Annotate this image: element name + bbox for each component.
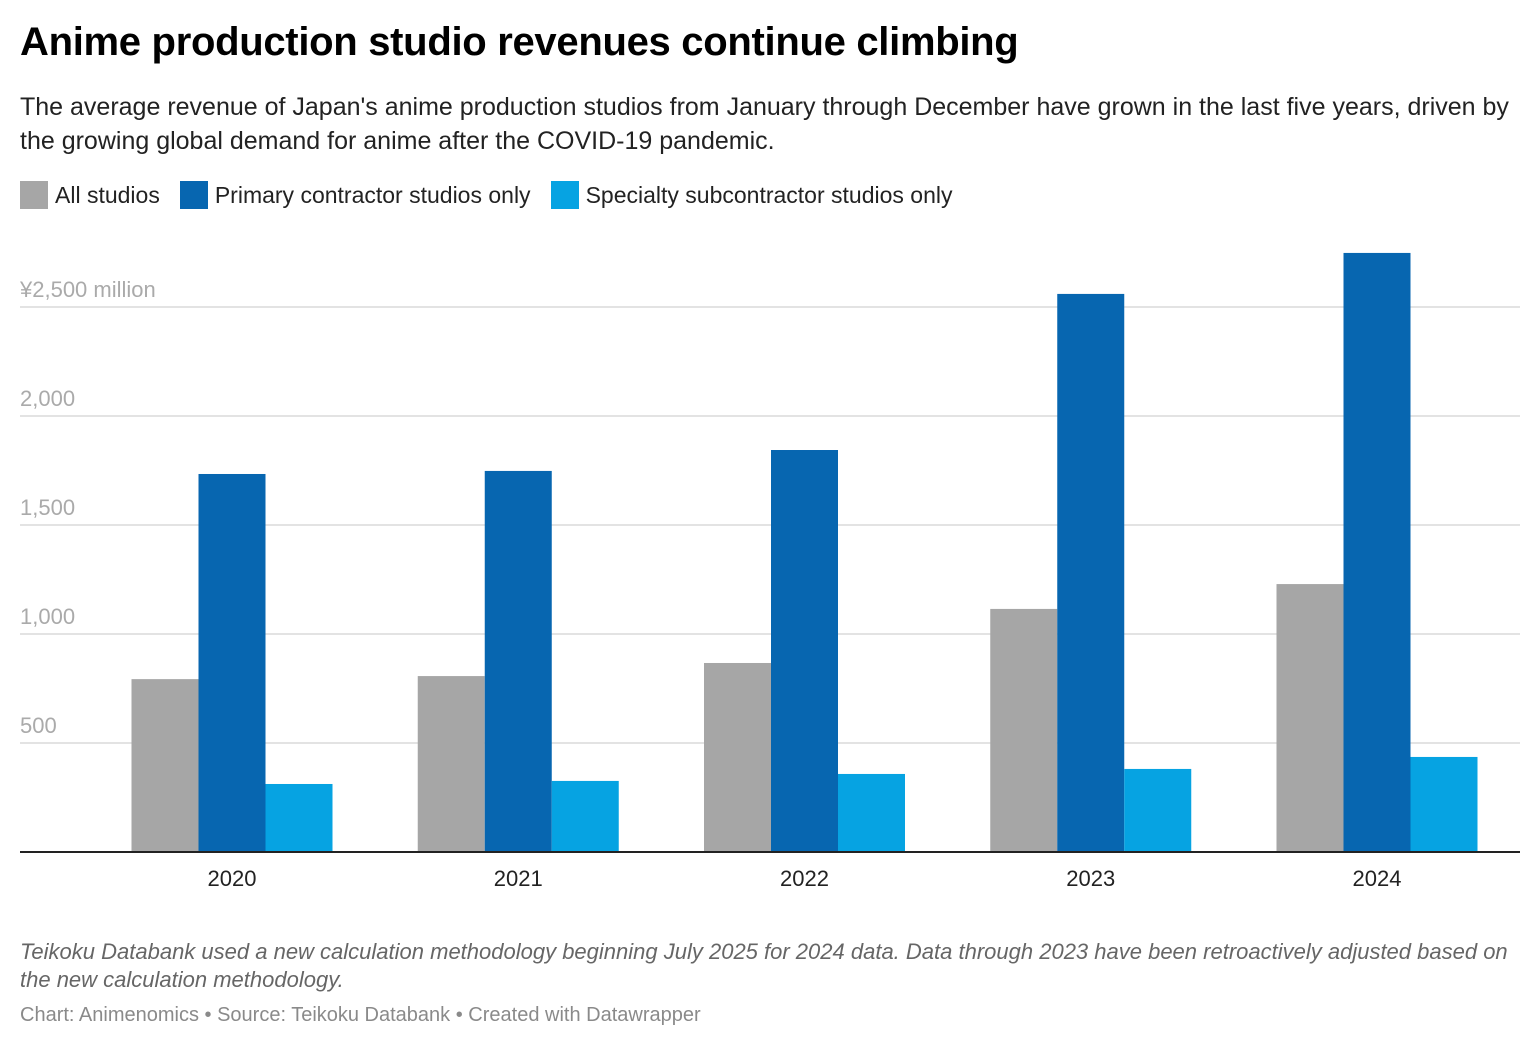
legend-label: All studios xyxy=(55,181,160,208)
bar-2021-0 xyxy=(417,676,485,852)
bar-2020-0 xyxy=(131,679,199,852)
bar-2022-2 xyxy=(838,773,905,852)
bar-2024-2 xyxy=(1410,756,1478,852)
legend-item: Specialty subcontractor studios only xyxy=(550,181,953,209)
legend-item: Primary contractor studios only xyxy=(179,181,531,209)
legend-swatch xyxy=(179,181,208,209)
bar-2021-2 xyxy=(551,780,619,852)
bar-2020-1 xyxy=(198,473,266,852)
bar-2021-1 xyxy=(484,470,552,852)
x-tick-label: 2023 xyxy=(1066,866,1115,891)
bar-2023-0 xyxy=(990,608,1058,852)
legend-label: Specialty subcontractor studios only xyxy=(585,181,953,208)
chart-footer: Chart: Animenomics • Source: Teikoku Dat… xyxy=(20,1004,701,1026)
y-tick-label: ¥2,500 million xyxy=(19,277,156,302)
x-tick-label: 2024 xyxy=(1353,866,1402,891)
bar-2024-1 xyxy=(1343,252,1411,852)
legend-swatch xyxy=(20,181,48,209)
bar-2022-0 xyxy=(704,662,771,852)
legend: All studios Primary contractor studios on… xyxy=(20,181,952,209)
y-tick-label: 1,000 xyxy=(20,604,75,629)
bar-2024-0 xyxy=(1276,584,1344,852)
chart-notes: Teikoku Databank used a new calculation … xyxy=(20,939,1508,992)
chart-subtitle: The average revenue of Japan's anime pro… xyxy=(20,93,1509,155)
x-tick-label: 2020 xyxy=(208,866,257,891)
bar-2020-2 xyxy=(265,783,333,852)
legend-swatch xyxy=(550,181,579,209)
bar-2022-1 xyxy=(771,450,838,852)
x-tick-label: 2022 xyxy=(780,866,829,891)
legend-item: All studios xyxy=(20,181,160,209)
y-tick-label: 2,000 xyxy=(20,386,75,411)
legend-label: Primary contractor studios only xyxy=(214,181,531,208)
y-tick-label: 1,500 xyxy=(20,495,75,520)
y-tick-label: 500 xyxy=(20,713,57,738)
bar-2023-2 xyxy=(1124,768,1192,852)
bar-2023-1 xyxy=(1057,293,1125,852)
chart-title: Anime production studio revenues continu… xyxy=(20,20,1019,64)
x-tick-label: 2021 xyxy=(494,866,543,891)
